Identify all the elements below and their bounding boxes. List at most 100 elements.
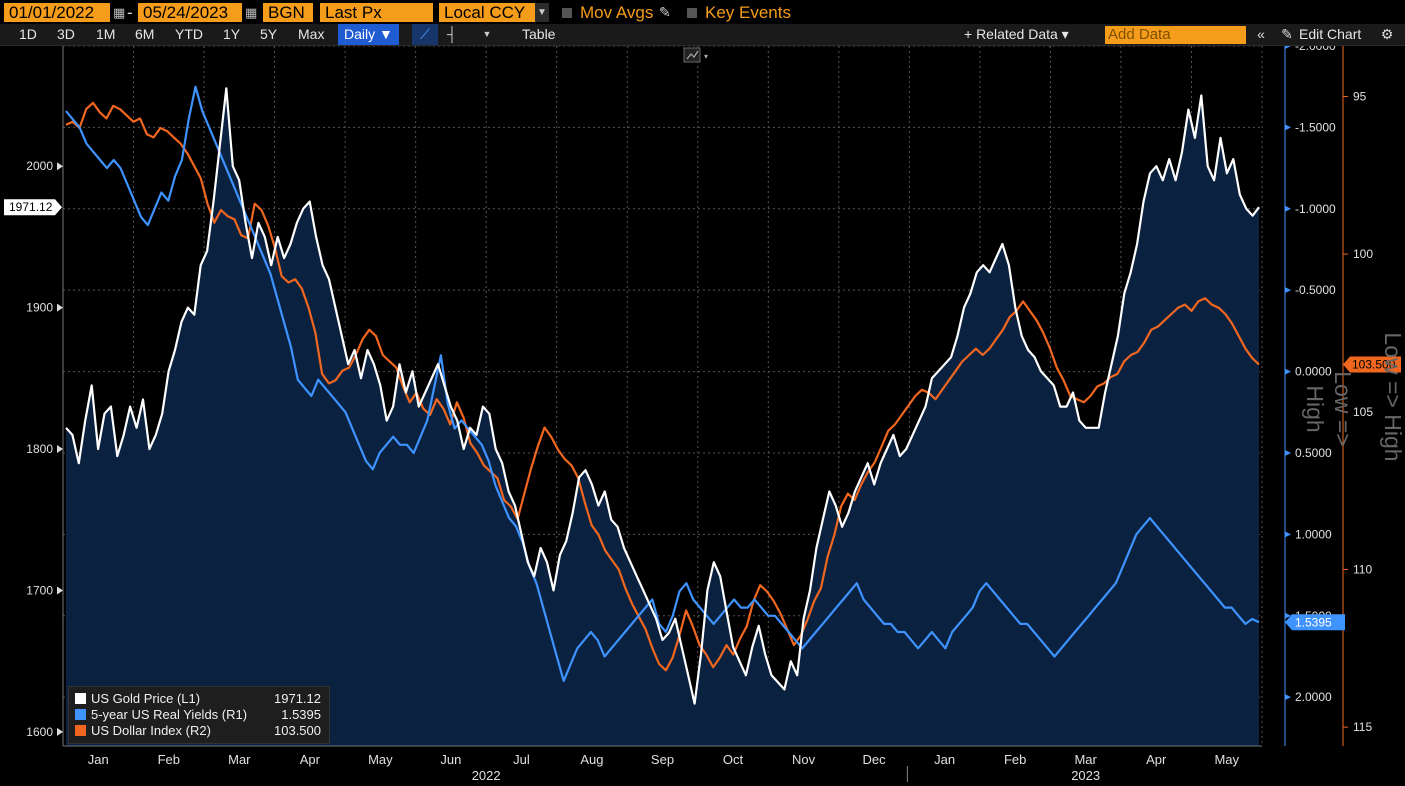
mov-avgs-checkbox[interactable] — [562, 8, 572, 18]
series-line-gold — [65, 87, 1260, 705]
left-tick-label: 1600 — [26, 725, 53, 739]
legend-value: 1.5395 — [281, 707, 321, 722]
right2-tick-label: 110 — [1353, 562, 1372, 576]
mov-avgs-label[interactable]: Mov Avgs — [580, 3, 654, 22]
x-tick-label: Jun — [440, 752, 461, 767]
period-ytd-button[interactable]: YTD — [175, 26, 203, 42]
right1-tick-label: -1.5000 — [1295, 120, 1336, 134]
left-tick-arrow — [57, 586, 63, 595]
tag-text: 1.5395 — [1295, 615, 1332, 629]
legend-swatch — [75, 709, 86, 720]
right1-tick-label: 1.0000 — [1295, 527, 1332, 541]
calendar-icon[interactable]: ▦ — [245, 5, 258, 20]
series-line-dxy — [65, 101, 1260, 672]
right1-tick-arrow — [1285, 46, 1291, 49]
date-separator: - — [127, 3, 133, 22]
field-selector[interactable]: Last Px — [320, 3, 433, 22]
line-chart-icon[interactable]: ⟋ — [412, 24, 438, 45]
x-tick-label: Apr — [1146, 752, 1167, 767]
bar-chart-icon[interactable]: ┤ — [447, 26, 457, 42]
series-line-real-yield — [65, 85, 1260, 682]
icon-arrow: ▾ — [704, 52, 708, 61]
x-tick-label: Mar — [228, 752, 251, 767]
right1-tick-label: -0.5000 — [1295, 283, 1336, 297]
period-3d-button[interactable]: 3D — [57, 26, 75, 42]
x-tick-label: Oct — [723, 752, 744, 767]
key-events-checkbox[interactable] — [687, 8, 697, 18]
x-tick-label: Mar — [1074, 752, 1097, 767]
chart-type-icon: ▾ — [683, 47, 708, 63]
x-tick-label: Feb — [1004, 752, 1026, 767]
edit-chart-button[interactable]: Edit Chart — [1299, 26, 1362, 42]
tag-text: 1971.12 — [9, 200, 53, 214]
left-tick-arrow — [57, 303, 63, 312]
right-axis-2-title: Low => High — [1380, 332, 1405, 462]
right2-tick-label: 115 — [1353, 720, 1372, 734]
right1-tick-label: 2.0000 — [1295, 690, 1332, 704]
edit-icon[interactable]: ✎ — [1281, 26, 1293, 42]
x-tick-label: Apr — [300, 752, 321, 767]
x-tick-label: Jan — [934, 752, 955, 767]
right1-tick-arrow — [1285, 449, 1291, 456]
gear-icon[interactable]: ⚙ — [1380, 26, 1394, 42]
period-max-button[interactable]: Max — [298, 26, 325, 42]
right-axis-1-title: Low => High — [1302, 371, 1356, 447]
start-date-field[interactable]: 01/01/2022 — [4, 3, 110, 22]
period-1d-button[interactable]: 1D — [19, 26, 37, 42]
right1-tick-arrow — [1285, 612, 1291, 619]
period-5y-button[interactable]: 5Y — [260, 26, 278, 42]
legend-label: 5-year US Real Yields (R1) — [91, 707, 248, 722]
last-value-tag-real-yield: 1.5395 — [1285, 614, 1345, 631]
last-value-tag-gold: 1971.12 — [4, 199, 62, 216]
last-value-tag-dxy: 103.500 — [1343, 356, 1401, 373]
pencil-icon[interactable]: ✎ — [659, 4, 671, 20]
x-tick-label: Dec — [863, 752, 887, 767]
top-toolbar: 01/01/2022 ▦ - 05/24/2023 ▦ BGN Last Px … — [0, 0, 1405, 24]
legend-item-real-yield[interactable]: 5-year US Real Yields (R1) 1.5395 — [75, 707, 325, 722]
right1-tick-arrow — [1285, 531, 1291, 538]
add-data-input[interactable]: Add Data — [1105, 26, 1246, 44]
left-tick-arrow — [57, 727, 63, 736]
legend-label: US Gold Price (L1) — [91, 691, 201, 706]
x-tick-label: May — [368, 752, 393, 767]
tag-shape — [1285, 614, 1345, 631]
year-label: 2022 — [472, 768, 501, 783]
right1-tick-label: -1.0000 — [1295, 202, 1336, 216]
related-data-button[interactable]: + Related Data ▾ — [964, 26, 1069, 42]
right1-tick-label: 0.0000 — [1295, 365, 1332, 379]
frequency-dropdown[interactable]: Daily ▼ — [338, 24, 399, 45]
tag-text: 103.500 — [1352, 357, 1396, 371]
key-events-label[interactable]: Key Events — [705, 3, 791, 22]
period-toolbar: 1D 3D 1M 6M YTD 1Y 5Y Max Daily ▼ ⟋ ┤ ▼ … — [0, 24, 1405, 46]
legend-swatch — [75, 725, 86, 736]
legend-item-dxy[interactable]: US Dollar Index (R2) 103.500 — [75, 723, 325, 738]
x-tick-label: Jul — [513, 752, 530, 767]
source-field[interactable]: BGN — [263, 3, 313, 22]
collapse-icon[interactable]: « — [1257, 26, 1265, 42]
left-tick-label: 1800 — [26, 442, 53, 456]
right1-tick-arrow — [1285, 694, 1291, 701]
chevron-down-icon[interactable]: ▼ — [535, 3, 549, 22]
period-1m-button[interactable]: 1M — [96, 26, 116, 42]
legend-label: US Dollar Index (R2) — [91, 723, 211, 738]
x-tick-label: Feb — [158, 752, 180, 767]
chart-legend: US Gold Price (L1) 1971.12 5-year US Rea… — [68, 686, 330, 744]
left-tick-arrow — [57, 445, 63, 454]
x-tick-label: Aug — [580, 752, 603, 767]
currency-selector[interactable]: Local CCY — [439, 3, 535, 22]
tag-shape — [1343, 356, 1401, 373]
chevron-down-icon[interactable]: ▼ — [482, 29, 492, 39]
table-button[interactable]: Table — [522, 26, 556, 42]
price-chart[interactable]: Jan Feb Mar Apr May Jun Jul Aug Sep Oct Nov Dec Jan F… — [0, 46, 1405, 786]
end-date-field[interactable]: 05/24/2023 — [138, 3, 242, 22]
right1-tick-arrow — [1285, 205, 1291, 212]
icon-glyph — [686, 50, 699, 60]
calendar-icon[interactable]: ▦ — [113, 5, 126, 20]
legend-item-gold[interactable]: US Gold Price (L1) 1971.12 — [75, 691, 325, 706]
x-tick-label: Sep — [651, 752, 674, 767]
right2-tick-label: 105 — [1353, 405, 1373, 419]
legend-value: 103.500 — [274, 723, 321, 738]
period-6m-button[interactable]: 6M — [135, 26, 155, 42]
x-tick-label: Jan — [88, 752, 109, 767]
period-1y-button[interactable]: 1Y — [223, 26, 241, 42]
